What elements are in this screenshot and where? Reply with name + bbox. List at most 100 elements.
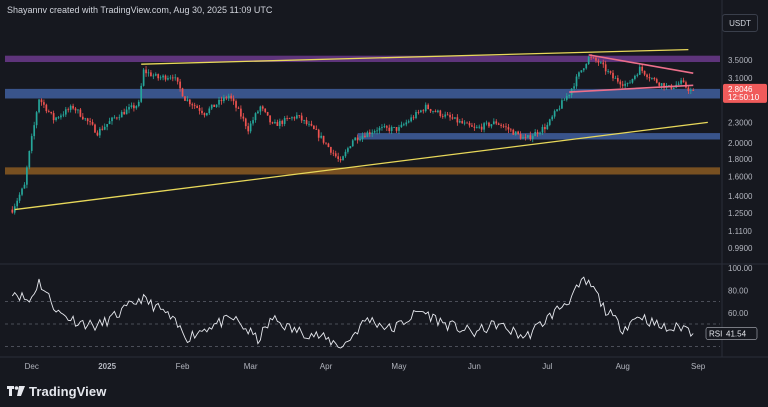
candle-body bbox=[103, 126, 106, 130]
trendline-wedge-bottom bbox=[569, 84, 694, 93]
candle-body bbox=[519, 134, 522, 139]
candle-body bbox=[67, 109, 70, 111]
candle-body bbox=[40, 99, 43, 103]
time-tick-label: Dec bbox=[25, 362, 39, 371]
candle-body bbox=[402, 124, 405, 126]
candle-body bbox=[164, 75, 167, 80]
candle-body bbox=[466, 122, 468, 124]
candle-body bbox=[116, 117, 118, 119]
candle-body bbox=[687, 87, 690, 91]
candle-body bbox=[658, 82, 661, 86]
candle-body bbox=[434, 111, 437, 113]
candle-body bbox=[50, 111, 53, 114]
candle-body bbox=[463, 122, 466, 124]
time-tick-label: 2025 bbox=[98, 362, 116, 371]
candle-body bbox=[128, 107, 130, 110]
candle-body bbox=[548, 119, 551, 125]
candle-body bbox=[376, 130, 378, 132]
time-tick-label: Jun bbox=[468, 362, 481, 371]
candle-body bbox=[64, 109, 67, 115]
candle-body bbox=[344, 151, 347, 157]
candle-body bbox=[171, 77, 174, 79]
candle-body bbox=[607, 71, 609, 72]
candle-body bbox=[274, 122, 276, 124]
candle-body bbox=[410, 117, 412, 122]
candle-body bbox=[203, 113, 206, 116]
candle-body bbox=[461, 121, 464, 124]
candle-body bbox=[621, 84, 624, 86]
candle-body bbox=[492, 121, 495, 125]
candle-body bbox=[617, 78, 619, 82]
price-tick-label: 3.1000 bbox=[728, 74, 753, 83]
rsi-label: RSI bbox=[709, 329, 722, 338]
candle-body bbox=[308, 123, 310, 125]
zone-support-lower bbox=[5, 167, 720, 175]
candle-body bbox=[415, 112, 417, 119]
candle-body bbox=[254, 113, 257, 121]
candle-body bbox=[198, 107, 201, 111]
candle-body bbox=[167, 78, 169, 80]
price-tick-label: 2.3000 bbox=[728, 118, 753, 127]
candle-body bbox=[232, 98, 235, 102]
candle-body bbox=[188, 99, 191, 105]
candle-body bbox=[412, 117, 415, 119]
candle-body bbox=[208, 108, 211, 114]
candle-body bbox=[57, 117, 60, 119]
candle-body bbox=[468, 122, 471, 126]
candle-body bbox=[568, 94, 571, 97]
candle-body bbox=[580, 70, 583, 73]
candle-body bbox=[278, 120, 281, 126]
candle-body bbox=[291, 117, 293, 119]
candle-body bbox=[125, 109, 128, 115]
candle-body bbox=[512, 129, 515, 135]
candle-body bbox=[398, 127, 400, 131]
candle-body bbox=[405, 122, 408, 125]
candle-body bbox=[288, 118, 291, 119]
candle-body bbox=[223, 97, 225, 102]
candle-body bbox=[162, 75, 164, 78]
candle-body bbox=[480, 126, 483, 130]
tradingview-logo-text: TradingView bbox=[29, 383, 107, 399]
candle-body bbox=[317, 129, 320, 138]
zone-support-upper bbox=[5, 88, 720, 99]
candle-body bbox=[534, 131, 537, 137]
candle-body bbox=[604, 64, 607, 72]
candle-body bbox=[626, 82, 629, 84]
candle-body bbox=[366, 132, 369, 138]
candle-body bbox=[424, 104, 427, 112]
candle-body bbox=[193, 105, 196, 107]
candle-body bbox=[393, 127, 395, 128]
candle-body bbox=[47, 111, 50, 112]
price-axis[interactable]: 3.5000 3.1000 2.3000 2.0000 1.8000 1.6000 1.40… bbox=[728, 56, 753, 253]
candle-body bbox=[531, 136, 534, 140]
candle-body bbox=[505, 126, 507, 128]
price-tick-label: 1.4000 bbox=[728, 192, 753, 201]
trendline-upper-channel bbox=[141, 48, 689, 65]
time-tick-label: Aug bbox=[616, 362, 630, 371]
candle-body bbox=[677, 83, 680, 85]
candle-body bbox=[181, 88, 184, 97]
candle-body bbox=[45, 104, 48, 112]
candle-body bbox=[373, 131, 376, 133]
candle-body bbox=[142, 69, 145, 86]
current-price-value: 2.8046 bbox=[728, 85, 753, 94]
candle-body bbox=[303, 120, 305, 121]
candle-body bbox=[81, 116, 84, 120]
candle-body bbox=[672, 87, 675, 89]
tradingview-logo[interactable]: TradingView bbox=[7, 383, 107, 399]
candle-body bbox=[145, 69, 147, 74]
price-tick-label: 1.1100 bbox=[728, 227, 752, 236]
trendlines bbox=[14, 48, 708, 211]
candle-body bbox=[668, 85, 670, 87]
candle-body bbox=[351, 140, 354, 147]
candle-body bbox=[488, 122, 490, 127]
candle-body bbox=[91, 122, 94, 125]
candle-body bbox=[602, 62, 605, 65]
candle-body bbox=[663, 83, 665, 88]
candle-body bbox=[227, 95, 230, 99]
time-axis[interactable]: Dec 2025 Feb Mar Apr May Jun Jul Aug Sep bbox=[25, 362, 706, 371]
candle-body bbox=[514, 131, 517, 135]
candle-body bbox=[381, 127, 383, 128]
